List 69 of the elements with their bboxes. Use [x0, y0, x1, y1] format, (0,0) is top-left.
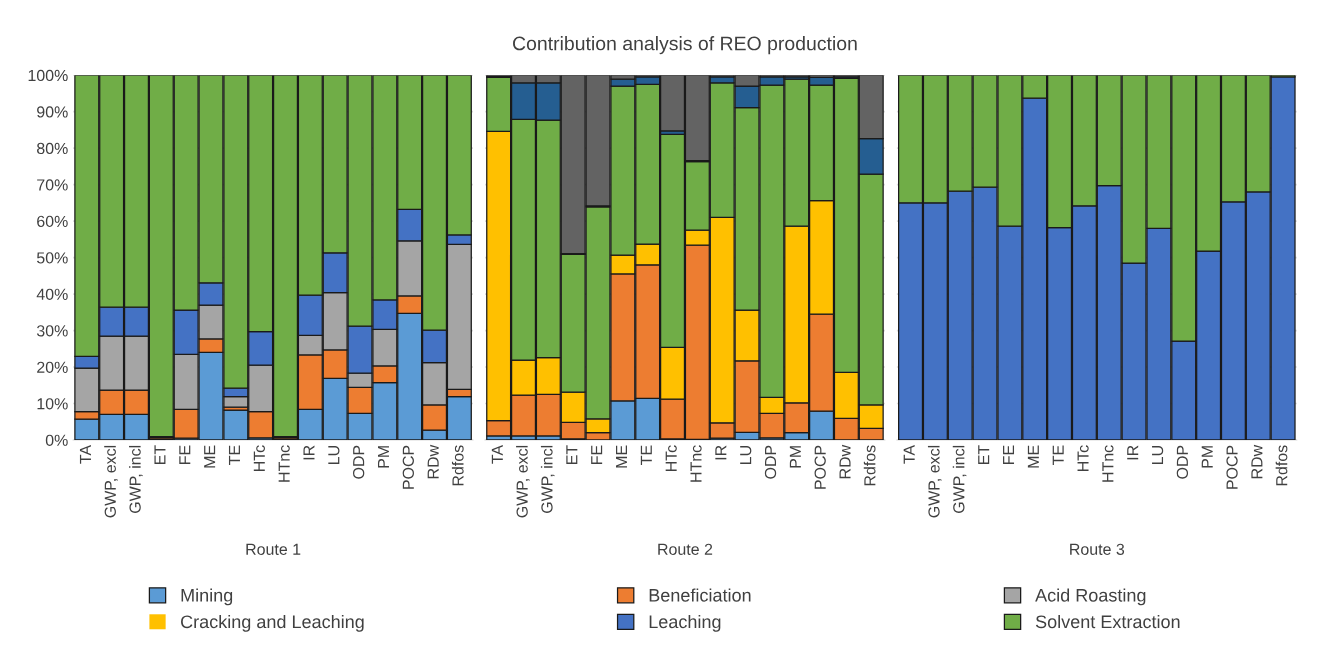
x-tick-label: IR	[1127, 445, 1139, 460]
x-tick-label: ME	[616, 445, 627, 468]
legend-label: Leaching	[649, 614, 721, 632]
y-tick-label: 20%	[37, 361, 68, 373]
y-tick-label: 50%	[36, 252, 68, 264]
x-tick-label: ODP	[764, 445, 777, 479]
x-tick-label: PM	[789, 446, 801, 468]
chart-title: Contribution analysis of REO production	[513, 36, 857, 55]
x-tick-label: RDw	[1251, 444, 1263, 479]
x-tick-label: TE	[1052, 445, 1064, 465]
x-tick-label: IR	[303, 445, 315, 460]
x-tick-label: GWP, excl	[516, 445, 530, 518]
x-tick-label: HTc	[1077, 445, 1089, 472]
x-tick-label: ME	[1027, 445, 1039, 468]
y-tick-label: 30%	[36, 325, 68, 337]
x-tick-label: POCP	[1226, 445, 1238, 489]
x-tick-label: FE	[591, 445, 603, 464]
y-tick-label: 90%	[37, 106, 68, 118]
x-axis-title: Route 2	[658, 543, 713, 555]
x-tick-label: Rdfos	[451, 445, 464, 486]
x-tick-label: ODP	[352, 445, 365, 479]
legend-label: Cracking and Leaching	[181, 614, 364, 632]
x-tick-label: GWP, incl	[129, 445, 143, 513]
x-tick-label: TA	[79, 444, 91, 464]
x-tick-label: LU	[328, 446, 340, 464]
x-tick-label: HTc	[665, 445, 677, 472]
y-tick-label: 0%	[45, 434, 68, 446]
x-tick-label: LU	[740, 446, 752, 464]
x-tick-label: HTnc	[690, 445, 702, 482]
x-tick-label: HTnc	[1102, 445, 1114, 482]
x-tick-label: TE	[228, 445, 240, 465]
x-tick-label: GWP, excl	[927, 445, 942, 518]
x-tick-label: ODP	[1176, 445, 1189, 479]
x-tick-label: ME	[204, 445, 216, 468]
y-tick-label: 80%	[37, 142, 68, 155]
legend-label: Mining	[181, 588, 233, 606]
x-tick-label: ET	[566, 445, 578, 464]
x-tick-label: FE	[1003, 445, 1015, 464]
x-tick-label: TA	[903, 444, 915, 464]
x-tick-label: RDw	[839, 444, 851, 479]
y-tick-label: 40%	[36, 288, 68, 301]
x-tick-label: HTnc	[278, 445, 290, 482]
x-tick-label: GWP, incl	[952, 445, 967, 513]
legend-label: Solvent Extraction	[1035, 614, 1180, 629]
x-tick-label: POCP	[814, 445, 826, 489]
x-tick-label: ET	[978, 445, 990, 464]
x-tick-label: GWP, incl	[540, 445, 555, 513]
y-tick-label: 100%	[28, 69, 68, 82]
x-tick-label: IR	[715, 445, 727, 460]
legend-label: Acid Roasting	[1035, 588, 1146, 606]
x-tick-label: TE	[640, 445, 652, 465]
x-tick-label: Rdfos	[863, 445, 876, 486]
x-tick-label: HTc	[253, 445, 265, 472]
legend-label: Beneficiation	[649, 588, 751, 602]
x-tick-label: FE	[179, 445, 191, 464]
x-tick-label: ET	[154, 445, 166, 464]
x-tick-label: POCP	[402, 445, 414, 489]
x-tick-label: GWP, excl	[104, 445, 118, 518]
y-tick-label: 70%	[37, 179, 68, 191]
y-tick-label: 60%	[37, 215, 68, 228]
x-tick-label: Rdfos	[1275, 445, 1288, 486]
x-tick-label: RDw	[427, 444, 439, 479]
x-tick-label: PM	[377, 446, 389, 468]
x-tick-label: LU	[1152, 446, 1164, 464]
x-axis-title: Route 3	[1070, 543, 1125, 555]
x-axis-title: Route 1	[246, 543, 301, 555]
x-tick-label: PM	[1201, 446, 1213, 468]
y-tick-label: 10%	[37, 398, 68, 410]
x-tick-label: TA	[491, 444, 503, 464]
